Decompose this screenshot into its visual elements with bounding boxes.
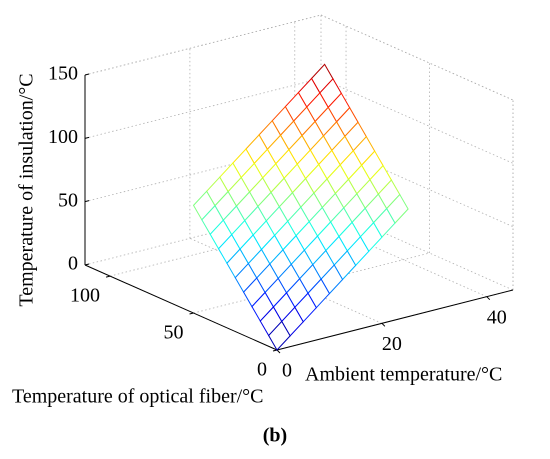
- x-axis-label: Ambient temperature/°C: [305, 364, 502, 386]
- grid-line: [84, 204, 322, 266]
- tick-mark: [84, 73, 90, 76]
- grid-line: [109, 215, 347, 277]
- tick-labels: 0 20 40 0 50 100 0 50 100 150: [48, 63, 507, 382]
- surface: [192, 63, 409, 351]
- tick-mark: [84, 263, 90, 266]
- tick-mark: [189, 312, 194, 315]
- grid-line: [294, 211, 487, 298]
- grid-line: [84, 77, 322, 139]
- grid-line: [193, 252, 430, 314]
- grid-line: [320, 204, 514, 291]
- z-tick-label: 0: [68, 253, 78, 275]
- y-tick-label: 0: [257, 359, 267, 381]
- box-edge: [84, 14, 322, 76]
- grid-line: [320, 77, 514, 164]
- grid-line: [84, 141, 322, 203]
- axis-line: [276, 289, 514, 351]
- z-axis-label: Temperature of insulation/°C: [16, 73, 38, 306]
- x-tick-label: 40: [487, 306, 507, 328]
- tick-mark: [84, 136, 90, 139]
- y-axis-label: Temperature of optical fiber/°C: [12, 386, 264, 408]
- z-tick-label: 100: [48, 126, 78, 148]
- y-tick-label: 100: [70, 285, 100, 307]
- grid-line: [320, 141, 514, 228]
- y-tick-label: 50: [164, 322, 184, 344]
- x-tick-label: 20: [382, 333, 402, 355]
- axes-box: [84, 14, 514, 354]
- z-tick-label: 50: [58, 189, 78, 211]
- z-tick-label: 150: [48, 63, 78, 85]
- tick-mark: [381, 322, 386, 327]
- x-tick-label: 0: [282, 360, 292, 382]
- tick-mark: [84, 200, 90, 203]
- mesh-cell: [268, 320, 291, 351]
- axis-line: [84, 264, 278, 351]
- tick-mark: [272, 349, 278, 352]
- tick-mark: [276, 349, 281, 354]
- caption: (b): [263, 425, 287, 447]
- tick-mark: [486, 296, 491, 301]
- tick-mark: [105, 275, 111, 278]
- box-edge: [320, 14, 514, 101]
